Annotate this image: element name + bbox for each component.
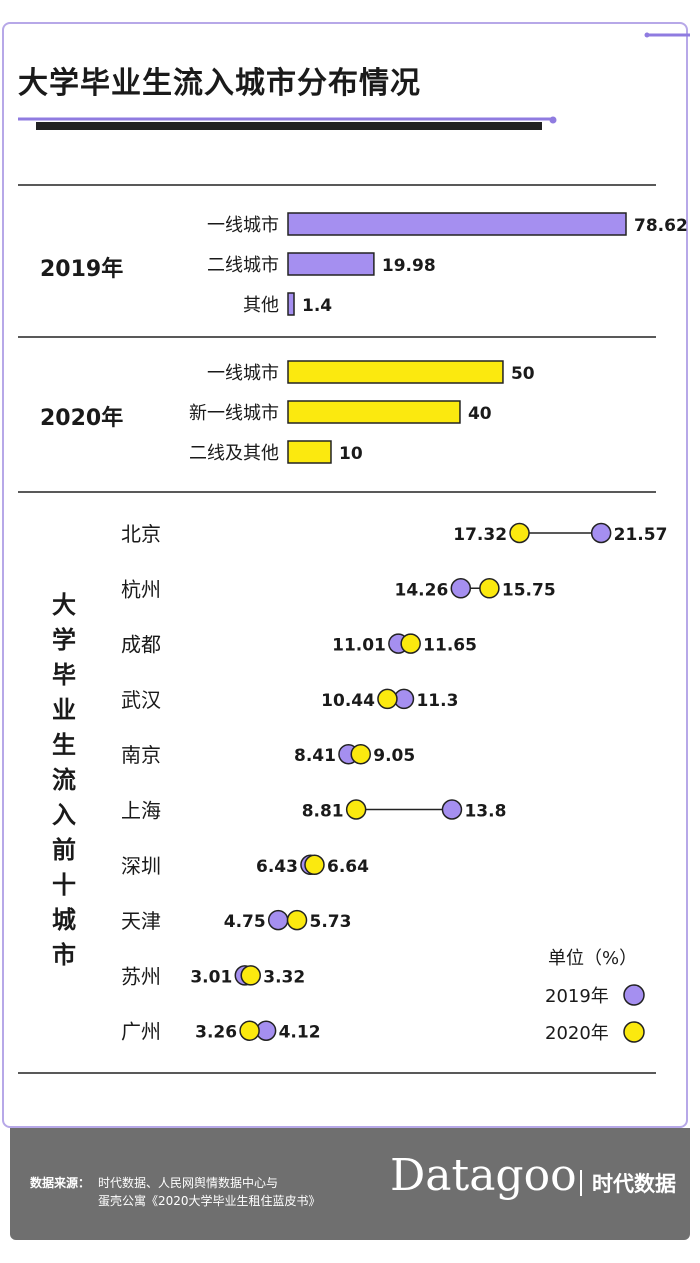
city-label: 北京 bbox=[121, 522, 161, 546]
point-2019 bbox=[450, 578, 472, 599]
bar-category-label: 新一线城市 bbox=[189, 403, 279, 424]
vertical-title: 大学毕业生流入前十城市 bbox=[46, 588, 82, 973]
title-underline-bar bbox=[36, 122, 542, 130]
city-label: 上海 bbox=[121, 799, 161, 823]
point-value-label: 11.01 bbox=[332, 636, 386, 656]
bar-group-label: 2019年 bbox=[40, 256, 123, 282]
bar-value-label: 78.62 bbox=[634, 216, 688, 236]
point-value-label: 3.01 bbox=[190, 967, 232, 987]
point-value-label: 15.75 bbox=[502, 580, 556, 600]
point-value-label: 21.57 bbox=[614, 525, 668, 545]
point-value-label: 8.41 bbox=[294, 746, 336, 766]
vertical-title-char: 市 bbox=[52, 941, 76, 969]
bar-category-label: 一线城市 bbox=[207, 215, 279, 236]
vertical-title-char: 生 bbox=[52, 731, 76, 759]
point-value-label: 11.65 bbox=[423, 636, 477, 656]
vertical-title-char: 城 bbox=[52, 906, 76, 934]
bar-value-label: 10 bbox=[339, 444, 363, 464]
bar-category-label: 其他 bbox=[243, 295, 279, 316]
brand-separator bbox=[580, 1170, 582, 1196]
chart-card bbox=[2, 22, 688, 1128]
vertical-title-char: 毕 bbox=[52, 661, 76, 689]
bar bbox=[287, 400, 461, 424]
point-value-label: 4.12 bbox=[279, 1023, 321, 1043]
vertical-title-char: 学 bbox=[52, 626, 76, 654]
bar-group-label: 2020年 bbox=[40, 405, 123, 431]
point-value-label: 3.26 bbox=[195, 1023, 237, 1043]
bar bbox=[287, 360, 504, 384]
bar-group-2019: 2019年 一线城市 78.62 二线城市 19.98 其他 1.4 bbox=[40, 212, 688, 316]
point-2020 bbox=[286, 909, 308, 931]
point-value-label: 3.32 bbox=[263, 967, 305, 987]
point-2020 bbox=[239, 1020, 260, 1041]
point-value-label: 6.43 bbox=[256, 857, 298, 877]
city-label: 深圳 bbox=[121, 854, 161, 878]
legend-label: 2019年 bbox=[545, 986, 609, 1007]
brand-name-cn: 时代数据 bbox=[592, 1172, 676, 1196]
vertical-title-char: 十 bbox=[52, 871, 76, 899]
legend: 单位（%） 2019年 2020年 bbox=[545, 948, 645, 1044]
title-underline-dot bbox=[549, 116, 557, 124]
bar-category-label: 二线城市 bbox=[207, 255, 279, 276]
city-label: 苏州 bbox=[121, 964, 161, 988]
point-2020 bbox=[345, 799, 367, 820]
legend-swatch bbox=[623, 1021, 645, 1043]
vertical-title-char: 前 bbox=[52, 836, 76, 864]
bar bbox=[287, 252, 375, 276]
footer-source-line1: 时代数据、人民网舆情数据中心与 bbox=[98, 1176, 279, 1190]
point-value-label: 9.05 bbox=[373, 746, 415, 766]
city-label: 武汉 bbox=[121, 688, 161, 712]
bar bbox=[287, 212, 627, 236]
vertical-title-char: 业 bbox=[52, 696, 76, 724]
bar-group-2020: 2020年 一线城市 50 新一线城市 40 二线及其他 10 bbox=[40, 360, 535, 464]
legend-title: 单位（%） bbox=[548, 948, 637, 969]
point-2019 bbox=[590, 522, 612, 544]
corner-accent-dot bbox=[644, 32, 650, 38]
legend-label: 2020年 bbox=[545, 1023, 609, 1044]
bar-category-label: 一线城市 bbox=[207, 363, 279, 384]
bar-value-label: 40 bbox=[468, 404, 492, 424]
vertical-title-char: 入 bbox=[52, 801, 76, 829]
bar bbox=[287, 292, 295, 316]
bar-value-label: 1.4 bbox=[302, 296, 332, 316]
legend-swatch bbox=[623, 984, 645, 1006]
point-2020 bbox=[377, 688, 398, 710]
city-label: 南京 bbox=[121, 743, 161, 767]
bar-category-label: 二线及其他 bbox=[189, 443, 279, 464]
vertical-title-char: 大 bbox=[52, 591, 76, 619]
point-value-label: 17.32 bbox=[453, 525, 507, 545]
point-2019 bbox=[267, 909, 289, 931]
point-value-label: 11.3 bbox=[416, 691, 458, 711]
bar-value-label: 19.98 bbox=[382, 256, 436, 276]
dumbbell-group: 北京 21.57 17.32 杭州 14.26 15.75 成都 11.01 11.65 武汉 11… bbox=[121, 522, 667, 1044]
vertical-title-char: 流 bbox=[52, 766, 76, 794]
point-value-label: 6.64 bbox=[327, 857, 369, 877]
bar-value-label: 50 bbox=[511, 364, 535, 384]
point-2019 bbox=[441, 799, 463, 820]
footer-source-label: 数据来源： bbox=[30, 1176, 91, 1190]
brand-logo: Datagoo bbox=[390, 1150, 577, 1201]
bar bbox=[287, 440, 332, 464]
point-2020 bbox=[304, 854, 325, 876]
city-label: 广州 bbox=[121, 1020, 161, 1044]
footer-source-line2: 蛋壳公寓《2020大学毕业生租住蓝皮书》 bbox=[98, 1194, 321, 1208]
point-value-label: 4.75 bbox=[224, 912, 266, 932]
point-value-label: 14.26 bbox=[395, 580, 449, 600]
point-2020 bbox=[400, 633, 421, 654]
point-value-label: 10.44 bbox=[321, 691, 375, 711]
point-2020 bbox=[509, 522, 530, 544]
page-title: 大学毕业生流入城市分布情况 bbox=[18, 66, 421, 101]
point-value-label: 13.8 bbox=[464, 802, 506, 822]
point-2020 bbox=[240, 965, 261, 986]
city-label: 杭州 bbox=[121, 577, 161, 601]
point-2020 bbox=[479, 578, 500, 599]
point-value-label: 8.81 bbox=[302, 802, 344, 822]
point-value-label: 5.73 bbox=[310, 912, 352, 932]
city-label: 成都 bbox=[121, 633, 161, 657]
footer-source-text: 时代数据、人民网舆情数据中心与 蛋壳公寓《2020大学毕业生租住蓝皮书》 bbox=[98, 1174, 321, 1210]
city-label: 天津 bbox=[121, 909, 161, 933]
point-2020 bbox=[350, 743, 372, 765]
footer bbox=[10, 1128, 690, 1240]
